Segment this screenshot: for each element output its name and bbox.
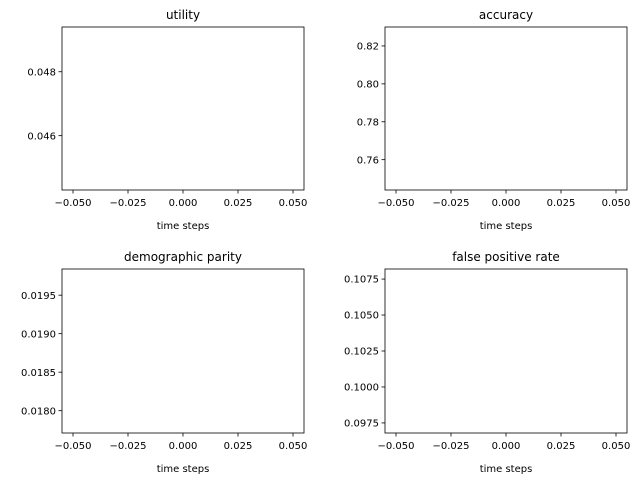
subplot-title: demographic parity	[124, 250, 242, 264]
x-tick-label: −0.025	[432, 441, 469, 452]
x-tick-label: 0.050	[279, 441, 308, 452]
axes-frame	[384, 26, 628, 191]
x-tick-label: 0.000	[492, 198, 521, 209]
subplot-title: utility	[166, 8, 200, 22]
y-tick-label: 0.78	[357, 117, 379, 128]
x-tick-label: 0.050	[279, 198, 308, 209]
y-tick-label: 0.80	[357, 79, 379, 90]
y-tick-label: 0.1025	[344, 347, 379, 358]
axes-frame	[61, 26, 305, 191]
x-tick-label: 0.025	[547, 198, 576, 209]
x-tick-label: −0.050	[54, 441, 91, 452]
subplot-1: accuracy −0.050 −0.025 0.000 0.025 0.050 0.76 0…	[357, 8, 631, 232]
x-tick-label: 0.050	[602, 198, 631, 209]
y-tick-label: 0.1000	[344, 383, 379, 394]
x-axis-label: time steps	[157, 464, 210, 475]
y-tick-label: 0.76	[357, 155, 379, 166]
subplot-title: false positive rate	[452, 250, 560, 264]
subplot-0: utility −0.050 −0.025 0.000 0.025 0.050 0.046 0…	[27, 8, 307, 232]
x-axis-label: time steps	[480, 221, 533, 232]
x-tick-label: 0.025	[547, 441, 576, 452]
y-tick-label: 0.0180	[21, 406, 56, 417]
subplot-title: accuracy	[479, 8, 533, 22]
x-tick-label: 0.050	[602, 441, 631, 452]
x-tick-label: −0.050	[54, 198, 91, 209]
x-tick-label: −0.025	[432, 198, 469, 209]
subplot-2: demographic parity −0.050 −0.025 0.000 0.025…	[21, 250, 307, 475]
x-tick-label: −0.025	[109, 441, 146, 452]
y-tick-label: 0.0190	[21, 329, 56, 340]
x-tick-label: 0.000	[169, 441, 198, 452]
y-tick-label: 0.1075	[344, 275, 379, 286]
x-tick-label: −0.025	[109, 198, 146, 209]
subplot-3: false positive rate −0.050 −0.025 0.000 0.02…	[344, 250, 630, 475]
y-tick-label: 0.1050	[344, 311, 379, 322]
axes-frame	[61, 268, 305, 434]
x-tick-label: 0.000	[492, 441, 521, 452]
y-tick-label: 0.82	[357, 42, 379, 53]
x-axis-label: time steps	[157, 221, 210, 232]
x-tick-label: 0.000	[169, 198, 198, 209]
x-tick-label: −0.050	[377, 198, 414, 209]
y-tick-label: 0.0975	[344, 419, 379, 430]
y-tick-label: 0.046	[27, 131, 56, 142]
x-tick-label: −0.050	[377, 441, 414, 452]
x-axis-label: time steps	[480, 464, 533, 475]
x-tick-label: 0.025	[224, 198, 253, 209]
axes-frame	[384, 268, 628, 434]
y-tick-label: 0.0185	[21, 368, 56, 379]
y-tick-label: 0.0195	[21, 291, 56, 302]
y-tick-label: 0.048	[27, 67, 56, 78]
x-tick-label: 0.025	[224, 441, 253, 452]
